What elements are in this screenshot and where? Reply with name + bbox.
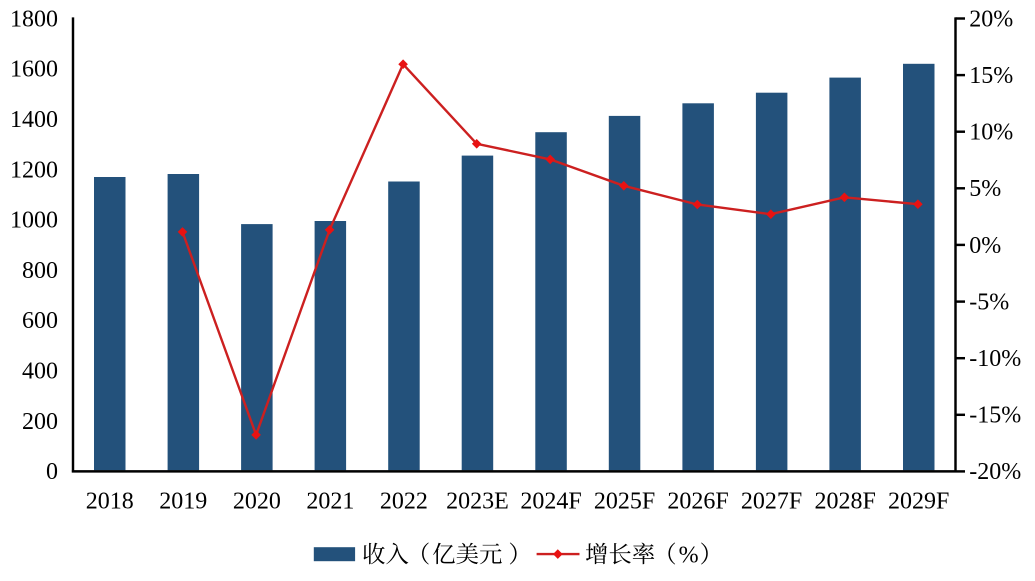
svg-text:15%: 15% bbox=[969, 63, 1013, 89]
svg-text:5%: 5% bbox=[969, 176, 1001, 202]
svg-text:0%: 0% bbox=[969, 233, 1001, 259]
svg-text:2021: 2021 bbox=[306, 488, 354, 514]
svg-text:1800: 1800 bbox=[10, 6, 58, 32]
svg-text:800: 800 bbox=[22, 258, 58, 284]
svg-text:0: 0 bbox=[46, 459, 58, 485]
svg-text:2029F: 2029F bbox=[888, 488, 949, 514]
svg-text:400: 400 bbox=[22, 359, 58, 385]
svg-text:2018: 2018 bbox=[86, 488, 134, 514]
svg-text:1400: 1400 bbox=[10, 107, 58, 133]
svg-text:2028F: 2028F bbox=[815, 488, 876, 514]
svg-text:%: % bbox=[679, 542, 699, 568]
svg-text:2023E: 2023E bbox=[446, 488, 509, 514]
svg-text:-10%: -10% bbox=[969, 346, 1021, 372]
svg-text:2020: 2020 bbox=[233, 488, 281, 514]
svg-text:2019: 2019 bbox=[159, 488, 207, 514]
svg-text:2022: 2022 bbox=[380, 488, 428, 514]
svg-text:2026F: 2026F bbox=[667, 488, 728, 514]
svg-text:-15%: -15% bbox=[969, 403, 1021, 429]
svg-text:1000: 1000 bbox=[10, 208, 58, 234]
svg-text:2025F: 2025F bbox=[594, 488, 655, 514]
svg-text:2024F: 2024F bbox=[520, 488, 581, 514]
svg-text:1200: 1200 bbox=[10, 157, 58, 183]
svg-text:-20%: -20% bbox=[969, 459, 1021, 485]
svg-text:20%: 20% bbox=[969, 6, 1013, 32]
svg-text:2027F: 2027F bbox=[741, 488, 802, 514]
svg-text:-5%: -5% bbox=[969, 289, 1009, 315]
svg-text:1600: 1600 bbox=[10, 57, 58, 83]
svg-text:10%: 10% bbox=[969, 120, 1013, 146]
svg-text:600: 600 bbox=[22, 308, 58, 334]
svg-text:200: 200 bbox=[22, 409, 58, 435]
